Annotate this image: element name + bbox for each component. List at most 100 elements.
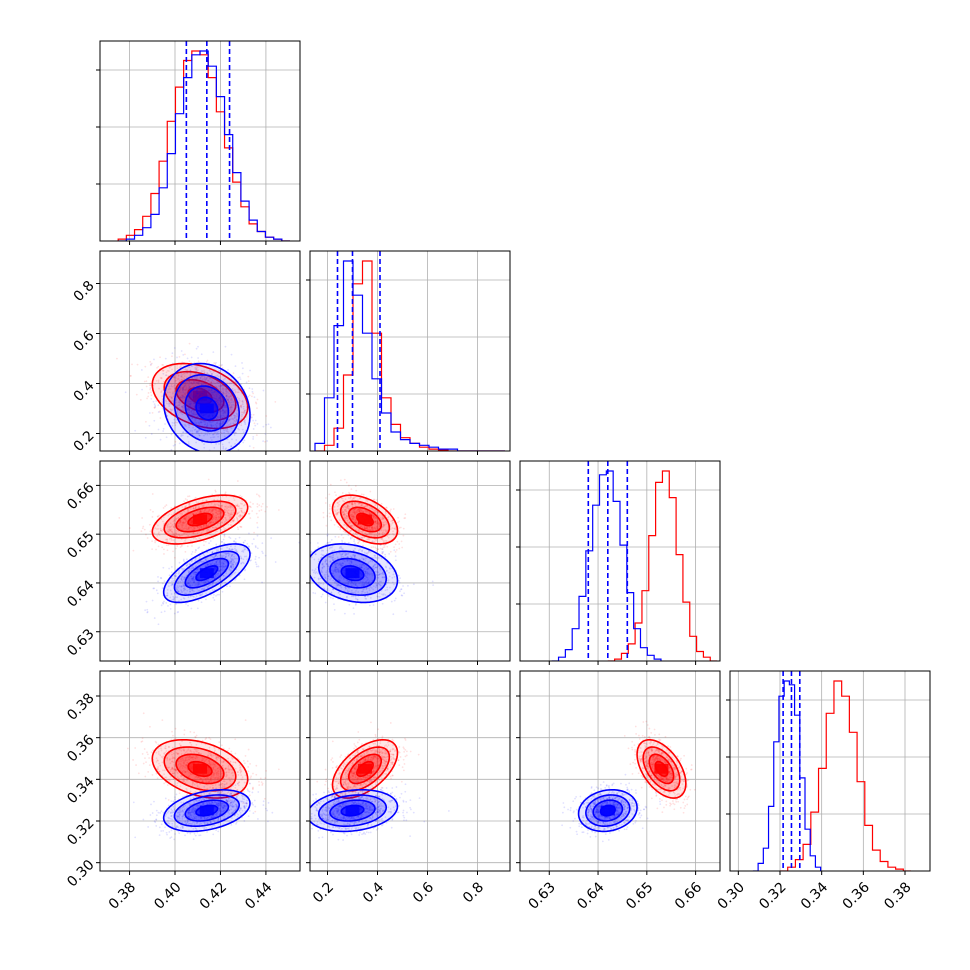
scatter-point (208, 421, 211, 424)
scatter-point (194, 417, 197, 420)
scatter-point (231, 519, 234, 522)
scatter-point (204, 383, 207, 386)
scatter-point (212, 420, 215, 423)
scatter-point (209, 377, 211, 380)
scatter-point (244, 419, 246, 422)
scatter-point (252, 428, 255, 430)
scatter-point (180, 435, 183, 438)
scatter-point (199, 511, 202, 514)
scatter-point (194, 413, 197, 416)
scatter-point (202, 524, 205, 527)
scatter-point (207, 420, 210, 423)
scatter-point (229, 506, 232, 509)
scatter-point (187, 508, 189, 511)
scatter-point (173, 532, 176, 535)
scatter-point (179, 513, 182, 515)
scatter-point (240, 424, 243, 427)
scatter-point (159, 577, 162, 579)
scatter-point (230, 401, 233, 404)
scatter-point (223, 404, 226, 406)
scatter-point (180, 411, 182, 414)
scatter-point (187, 502, 190, 505)
scatter-point (325, 497, 327, 499)
scatter-point (194, 422, 197, 425)
scatter-point (175, 382, 178, 385)
scatter-point (230, 413, 233, 416)
scatter-point (183, 522, 185, 524)
histogram-frame-2 (519, 460, 721, 662)
scatter-point (210, 373, 213, 376)
scatter-point (180, 576, 183, 579)
scatter-point (189, 580, 192, 583)
scatter-point (166, 391, 169, 394)
scatter-point (172, 539, 175, 542)
scatter-point (218, 510, 221, 513)
scatter-point (172, 525, 175, 528)
scatter-point (184, 411, 186, 414)
scatter-point (190, 412, 193, 414)
scatter-point (177, 610, 180, 613)
scatter-point (230, 558, 233, 561)
scatter-point (217, 504, 220, 507)
scatter-point (207, 503, 210, 505)
scatter-point (177, 374, 180, 377)
scatter-point (191, 412, 194, 415)
scatter-point (220, 504, 223, 507)
scatter-point (176, 367, 179, 370)
scatter-point (179, 519, 182, 522)
histogram-series-1 (118, 50, 290, 241)
scatter-point (198, 511, 201, 514)
scatter-point (190, 553, 193, 556)
scatter-point (182, 405, 185, 407)
scatter-point (195, 368, 198, 370)
scatter-point (241, 367, 244, 370)
scatter-point (143, 528, 146, 531)
scatter-point (240, 562, 243, 565)
scatter-point (246, 454, 248, 456)
scatter-point (167, 402, 170, 405)
scatter-point (173, 519, 176, 522)
histogram-series-1 (551, 470, 662, 661)
scatter-point (269, 426, 272, 429)
scatter-point (144, 365, 147, 368)
scatter-point (205, 524, 208, 527)
scatter-point (195, 397, 197, 400)
scatter-point (190, 607, 193, 610)
density-peak (193, 514, 207, 525)
scatter-point (168, 387, 171, 390)
scatter-point (347, 534, 350, 537)
histogram-panel-3 (730, 671, 930, 871)
scatter-point (215, 595, 217, 597)
scatter-point (256, 521, 258, 524)
scatter-point (221, 364, 223, 366)
scatter-point (329, 483, 332, 486)
scatter-point (189, 404, 192, 407)
scatter-point (222, 389, 225, 392)
scatter-point (191, 512, 194, 515)
scatter-point (182, 385, 185, 388)
scatter-point (241, 500, 244, 502)
scatter-point (173, 519, 176, 522)
scatter-point (185, 515, 188, 517)
scatter-point (190, 567, 193, 569)
scatter-point (193, 412, 196, 415)
scatter-point (258, 495, 261, 498)
scatter-point (155, 400, 158, 402)
scatter-point (183, 577, 186, 580)
scatter-point (157, 576, 159, 578)
scatter-point (222, 408, 224, 411)
scatter-point (229, 565, 232, 568)
scatter-point (225, 406, 227, 409)
scatter-point (185, 453, 187, 455)
scatter-point (238, 516, 241, 518)
scatter-point (169, 522, 172, 525)
scatter-point (194, 585, 196, 588)
scatter-point (228, 396, 231, 399)
scatter-point (195, 390, 198, 393)
scatter-point (180, 545, 183, 548)
scatter-point (227, 420, 230, 423)
scatter-point (165, 504, 168, 506)
scatter-point (242, 541, 245, 544)
scatter-point (192, 412, 195, 415)
scatter-point (218, 419, 220, 421)
